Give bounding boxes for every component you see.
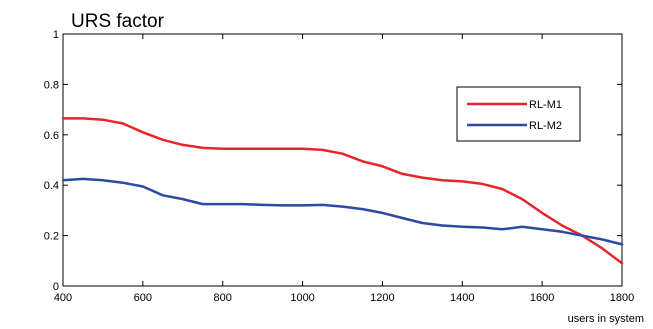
- x-tick-label: 1600: [530, 292, 554, 304]
- legend-label-rl-m1: RL-M1: [529, 99, 562, 111]
- legend-box: [456, 86, 581, 142]
- y-tick-label: 0.4: [44, 180, 59, 192]
- x-tick-label: 1400: [450, 292, 474, 304]
- y-tick-label: 0.2: [44, 231, 59, 243]
- series-lines: [61, 117, 624, 265]
- x-tick-label: 600: [134, 292, 152, 304]
- x-tick-label: 1200: [370, 292, 394, 304]
- plot-area: [62, 33, 623, 287]
- legend-label-rl-m2: RL-M2: [529, 120, 562, 132]
- series-line-rl-m2: [61, 177, 624, 246]
- series-line-rl-m1: [61, 117, 624, 265]
- y-tick-label: 0: [53, 281, 59, 293]
- x-tick-label: 1000: [290, 292, 314, 304]
- y-tick-label: 0.8: [44, 79, 59, 91]
- y-axis: 0 0.2 0.4 0.6 0.8 1: [44, 29, 622, 293]
- x-tick-label: 800: [214, 292, 232, 304]
- y-tick-label: 0.6: [44, 130, 59, 142]
- x-axis-label: users in system: [568, 313, 644, 325]
- x-tick-label: 1800: [610, 292, 634, 304]
- x-tick-label: 400: [54, 292, 72, 304]
- y-tick-label: 1: [53, 29, 59, 41]
- chart-title: URS factor: [71, 11, 165, 32]
- legend: RL-M1 RL-M2: [456, 86, 581, 142]
- x-axis: 400 600 800 1000 1200 1400 1600 1800: [54, 34, 634, 304]
